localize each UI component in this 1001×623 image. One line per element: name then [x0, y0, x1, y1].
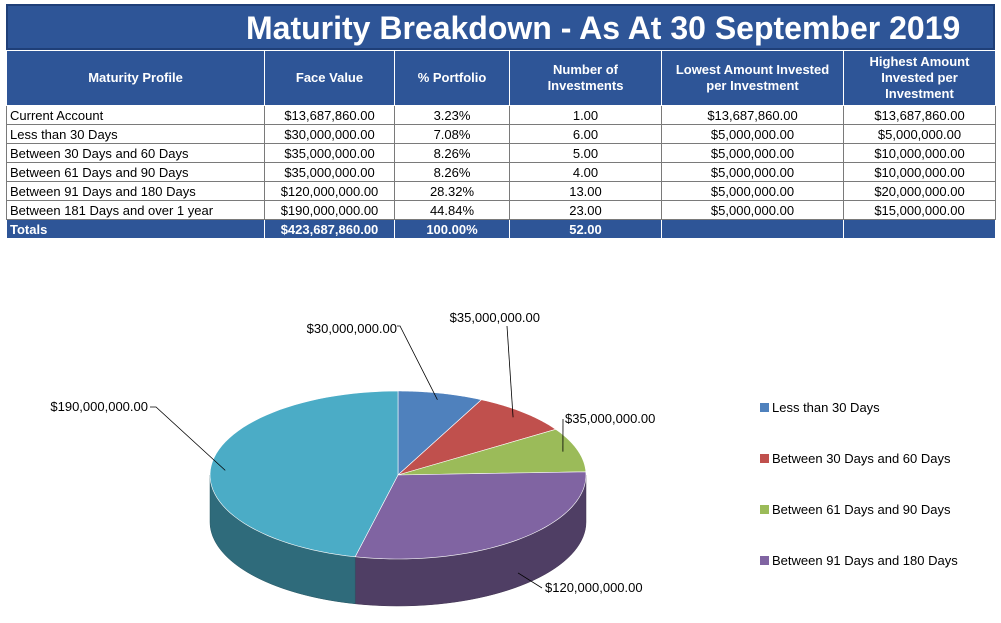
totals-label: Totals [6, 219, 265, 239]
column-header: Lowest Amount Invested per Investment [661, 50, 844, 106]
highest-amount-cell: $15,000,000.00 [843, 200, 996, 220]
table-row: Between 61 Days and 90 Days $35,000,000.… [6, 162, 996, 182]
table-header-row: Maturity Profile Face Value % Portfolio … [6, 50, 996, 106]
pie-slice [397, 399, 557, 476]
leader-line [517, 572, 543, 589]
legend-swatch [760, 556, 769, 565]
legend-label: Between 61 Days and 90 Days [772, 502, 951, 517]
total-lowest-amount [661, 219, 844, 239]
face-value-cell: $35,000,000.00 [264, 162, 395, 182]
leader-line [397, 325, 438, 400]
highest-amount-cell: $10,000,000.00 [843, 143, 996, 163]
total-highest-amount [843, 219, 996, 239]
pie-slice [397, 429, 587, 476]
column-header: Face Value [264, 50, 395, 106]
maturity-profile-cell: Less than 30 Days [6, 124, 265, 144]
lowest-amount-cell: $5,000,000.00 [661, 124, 844, 144]
pie-data-label: $35,000,000.00 [565, 411, 655, 426]
pie-data-label: $35,000,000.00 [450, 310, 540, 325]
leader-line [150, 406, 226, 471]
pie-data-labels: $30,000,000.00 $35,000,000.00 $35,000,000.… [50, 310, 655, 595]
table-row: Less than 30 Days $30,000,000.00 7.08% 6… [6, 124, 996, 144]
highest-amount-cell: $20,000,000.00 [843, 181, 996, 201]
total-face-value: $423,687,860.00 [264, 219, 395, 239]
table-row: Between 91 Days and 180 Days $120,000,00… [6, 181, 996, 201]
pie-slice [397, 390, 483, 476]
pie-data-label: $120,000,000.00 [545, 580, 643, 595]
maturity-table: Maturity Profile Face Value % Portfolio … [6, 50, 996, 239]
legend-label: Between 30 Days and 60 Days [772, 451, 951, 466]
column-header: Highest Amount Invested per Investment [843, 50, 996, 106]
legend-swatch [760, 505, 769, 514]
report-title: Maturity Breakdown - As At 30 September … [6, 4, 995, 50]
total-portfolio-percent: 100.00% [394, 219, 510, 239]
pie-slice [209, 390, 399, 558]
pie-data-label: $190,000,000.00 [50, 399, 148, 414]
pie-data-label: $30,000,000.00 [307, 321, 397, 336]
totals-row: Totals $423,687,860.00 100.00% 52.00 [6, 219, 996, 239]
total-investment-count: 52.00 [509, 219, 662, 239]
maturity-report: Maturity Breakdown - As At 30 September … [6, 4, 996, 239]
leader-line [506, 325, 514, 418]
legend-swatch [760, 403, 769, 412]
investment-count-cell: 23.00 [509, 200, 662, 220]
column-header: % Portfolio [394, 50, 510, 106]
lowest-amount-cell: $5,000,000.00 [661, 162, 844, 182]
legend-swatch [760, 454, 769, 463]
maturity-profile-cell: Between 91 Days and 180 Days [6, 181, 265, 201]
legend-label: Less than 30 Days [772, 400, 880, 415]
pie-top-faces [209, 390, 587, 560]
legend-label: Between 91 Days and 180 Days [772, 553, 958, 568]
maturity-profile-cell: Between 181 Days and over 1 year [6, 200, 265, 220]
pie-slice [354, 471, 587, 560]
face-value-cell: $13,687,860.00 [264, 105, 395, 125]
